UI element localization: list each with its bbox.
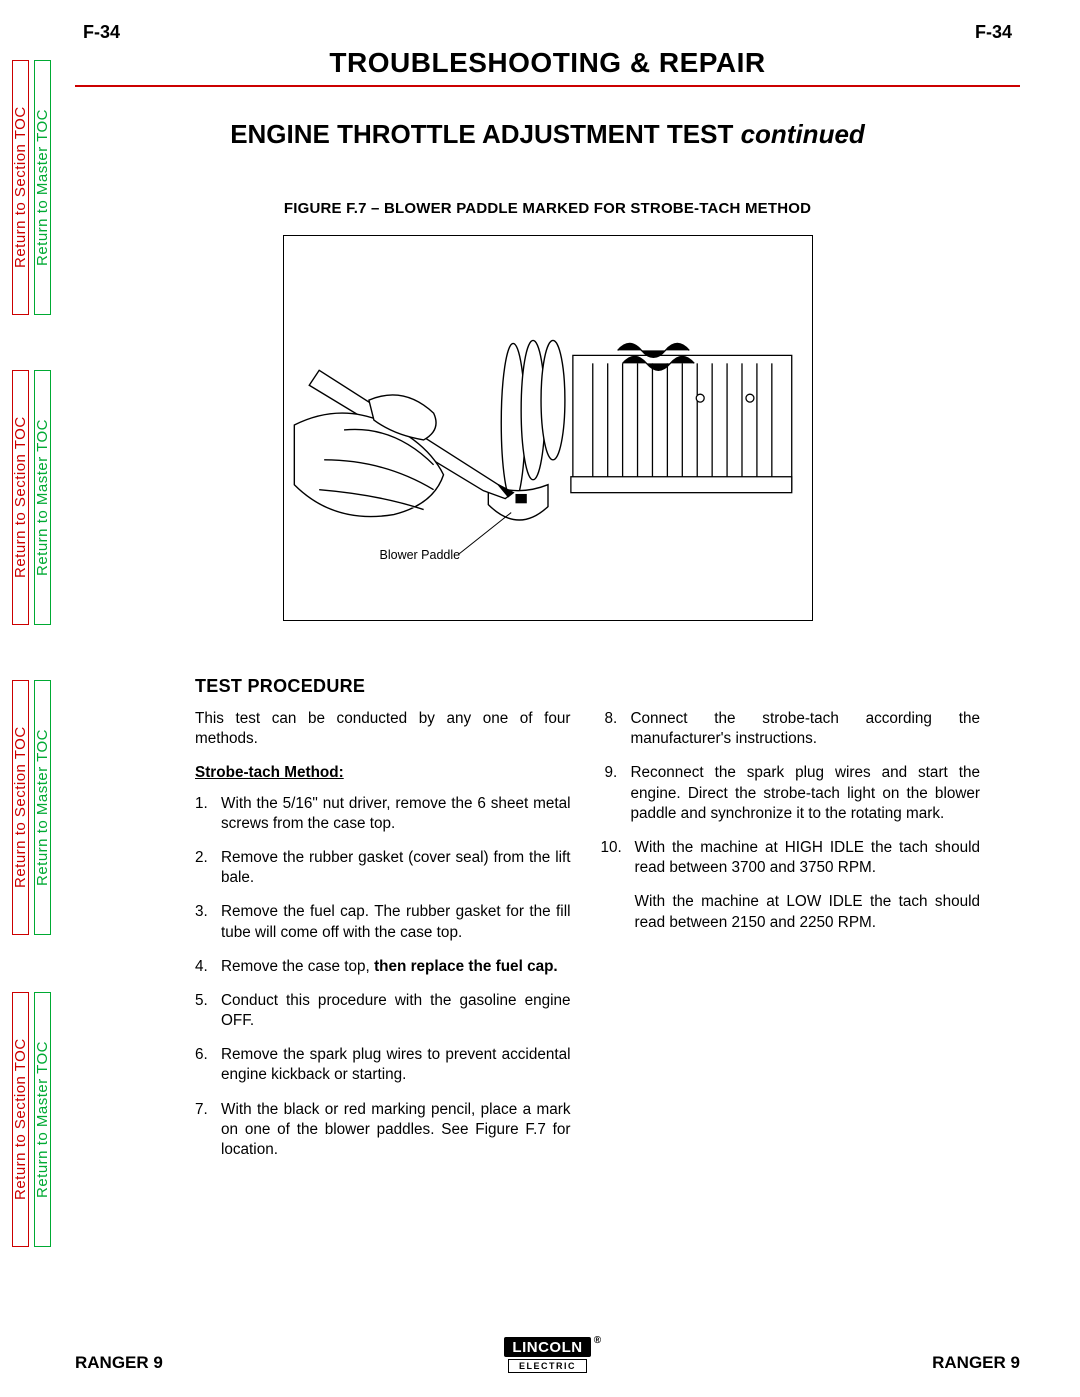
section-header: TROUBLESHOOTING & REPAIR [75,47,1020,79]
step-number: 5. [195,991,208,1011]
page: Return to Section TOC Return to Master TO… [0,0,1080,1397]
step-number: 1. [195,794,208,814]
procedure-step: 2.Remove the rubber gasket (cover seal) … [195,848,571,888]
page-id-right: F-34 [975,22,1012,43]
intro-text: This test can be conducted by any one of… [195,709,571,749]
procedure-step: 4.Remove the case top, then replace the … [195,957,571,977]
figure-illustration [284,236,812,620]
step-10-followup: With the machine at LOW IDLE the tach sh… [605,892,981,932]
return-master-toc-tab[interactable]: Return to Master TOC [34,680,51,935]
step-number: 8. [605,709,618,729]
logo-bottom: ELECTRIC [508,1359,587,1373]
step-emphasis: then replace the fuel cap. [374,958,558,975]
brand-logo: LINCOLN ELECTRIC [504,1337,590,1373]
column-right: 8.Connect the strobe-tach according the … [605,709,981,1174]
page-id-left: F-34 [83,22,120,43]
procedure-step: 9.Reconnect the spark plug wires and sta… [605,763,981,824]
step-number: 9. [605,763,618,783]
procedure-step: 1.With the 5/16" nut driver, remove the … [195,794,571,834]
footer-right: RANGER 9 [932,1353,1020,1373]
step-number: 6. [195,1045,208,1065]
procedure-step: 8.Connect the strobe-tach according the … [605,709,981,749]
return-master-toc-tab[interactable]: Return to Master TOC [34,370,51,625]
logo-top: LINCOLN [504,1337,590,1357]
footer-left: RANGER 9 [75,1353,163,1373]
page-subtitle: ENGINE THROTTLE ADJUSTMENT TEST continue… [75,119,1020,150]
procedure-step: 7.With the black or red marking pencil, … [195,1100,571,1161]
step-number: 10. [601,838,622,858]
procedure-step: 3.Remove the fuel cap. The rubber gasket… [195,902,571,942]
procedure-heading: TEST PROCEDURE [195,676,1020,697]
procedure-step: 5.Conduct this procedure with the gasoli… [195,991,571,1031]
return-section-toc-tab[interactable]: Return to Section TOC [12,370,29,625]
steps-list-left: 1.With the 5/16" nut driver, remove the … [195,794,571,1161]
step-number: 7. [195,1100,208,1120]
content-column: F-34 F-34 TROUBLESHOOTING & REPAIR ENGIN… [75,22,1020,1397]
return-master-toc-tab[interactable]: Return to Master TOC [34,60,51,315]
page-footer: RANGER 9 LINCOLN ELECTRIC RANGER 9 [75,1337,1020,1373]
figure-f7: Blower Paddle [283,235,813,621]
return-section-toc-tab[interactable]: Return to Section TOC [12,680,29,935]
return-master-toc-tab[interactable]: Return to Master TOC [34,992,51,1247]
steps-list-right: 8.Connect the strobe-tach according the … [605,709,981,878]
column-left: This test can be conducted by any one of… [195,709,571,1174]
page-id-row: F-34 F-34 [75,22,1020,47]
procedure-step: 6.Remove the spark plug wires to prevent… [195,1045,571,1085]
return-section-toc-tab[interactable]: Return to Section TOC [12,992,29,1247]
figure-part-label: Blower Paddle [380,548,461,562]
header-rule [75,85,1020,87]
step-number: 4. [195,957,208,977]
subtitle-main: ENGINE THROTTLE ADJUSTMENT TEST [230,119,740,149]
step-number: 3. [195,902,208,922]
return-section-toc-tab[interactable]: Return to Section TOC [12,60,29,315]
procedure-columns: This test can be conducted by any one of… [75,709,1020,1174]
step-number: 2. [195,848,208,868]
subtitle-continued: continued [741,119,865,149]
procedure-step: 10.With the machine at HIGH IDLE the tac… [605,838,981,878]
figure-caption: FIGURE F.7 – BLOWER PADDLE MARKED FOR ST… [75,200,1020,217]
method-label: Strobe-tach Method: [195,763,571,783]
